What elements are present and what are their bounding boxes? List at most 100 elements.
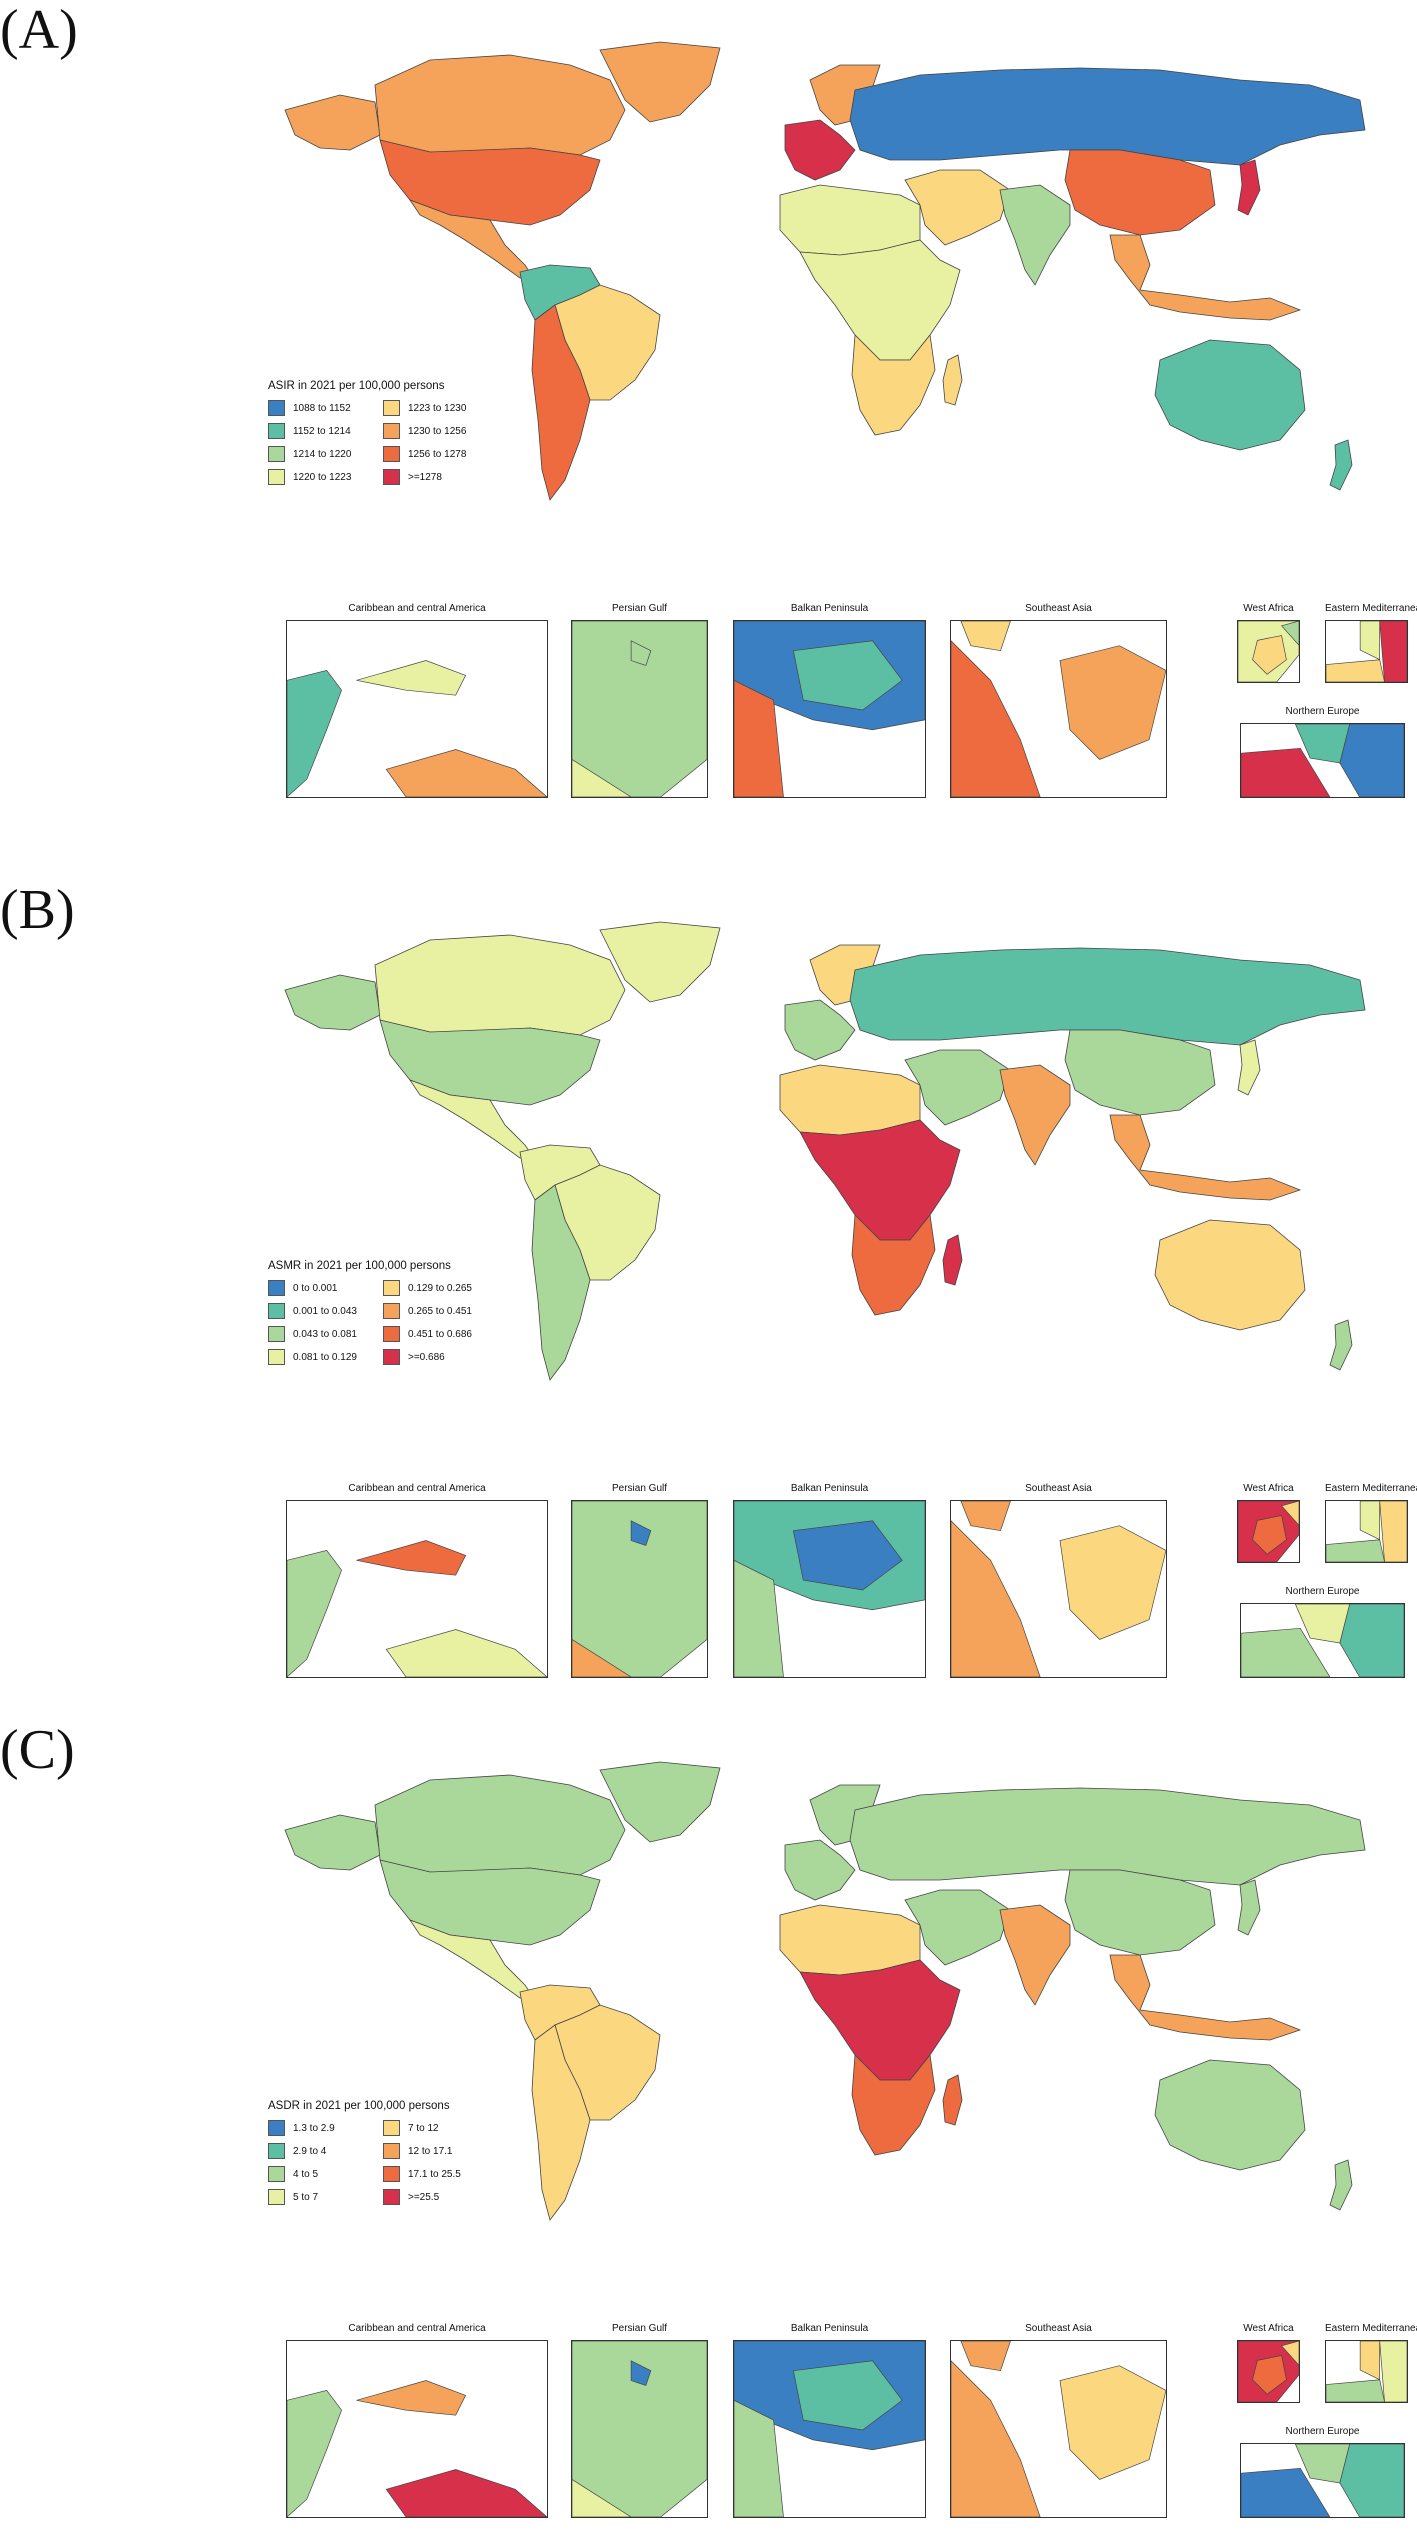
inset-region [1339,724,1404,797]
inset-region [287,2390,342,2517]
inset-map: Southeast Asia [950,1483,1167,1678]
legend-item: 17.1 to 25.5 [383,2166,498,2182]
legend-label: 1223 to 1230 [408,402,467,414]
inset-frame [1325,620,1408,683]
legend-swatch [383,1349,400,1365]
legend-item: 0.129 to 0.265 [383,1280,498,1296]
inset-region [572,621,707,797]
inset-region [960,1501,1011,1532]
panel-letter: (C) [0,1719,75,1781]
region-europe-west [784,119,856,181]
inset-map: Eastern Mediterranean [1325,1483,1417,1563]
inset-svg [287,2380,547,2517]
inset-map: Caribbean and central America [286,2323,548,2518]
inset-region [960,621,1011,652]
inset-region [1252,1515,1287,1555]
region-africa-central [799,1959,961,2081]
inset-frame [571,1500,708,1678]
region-russia [849,1787,1366,1886]
legend-item: >=1278 [383,469,498,485]
inset-region [1059,1525,1166,1640]
inset-svg [734,621,925,797]
legend-swatch [383,400,400,416]
inset-svg [1326,621,1407,682]
legend-label: 1220 to 1223 [293,471,352,483]
inset-map: Northern Europe [1240,706,1405,798]
inset-region [1280,621,1299,646]
inset-frame [286,2340,548,2518]
inset-region [1379,1501,1407,1562]
inset-title: Balkan Peninsula [790,1483,869,1494]
region-greenland [599,41,721,123]
inset-map: Persian Gulf [571,603,708,798]
region-india [999,1904,1071,2006]
legend-label: 1230 to 1256 [408,425,467,437]
inset-title: Caribbean and central America [348,1483,486,1494]
legend-swatch [383,1326,400,1342]
legend-item: 5 to 7 [268,2189,383,2205]
legend-item: 1220 to 1223 [268,469,383,485]
region-china [1064,149,1216,236]
inset-region [734,679,784,797]
world-map [284,41,1366,501]
legend-label: 1256 to 1278 [408,448,467,460]
legend-label: >=0.686 [408,1351,445,1363]
inset-frame [950,1500,1167,1678]
legend-grid: 1088 to 1152 1223 to 1230 1152 to 1214 1230… [268,400,498,485]
region-middle-east [904,169,1011,246]
legend-swatch [383,2166,400,2182]
region-madagascar [942,2074,963,2126]
legend-swatch [268,2189,285,2205]
inset-svg [572,621,707,797]
legend-item: >=0.686 [383,1349,498,1365]
inset-region [951,1520,1041,1677]
region-madagascar [942,354,963,406]
inset-region [287,1550,342,1677]
inset-region [385,1629,547,1677]
inset-frame [733,620,926,798]
inset-title: Persian Gulf [611,603,668,614]
inset-region [572,1501,707,1677]
legend-label: 17.1 to 25.5 [408,2168,461,2180]
region-australia [1154,1219,1306,1331]
region-canada [374,54,626,156]
legend-item: 1230 to 1256 [383,423,498,439]
inset-map: West Africa [1237,2323,1300,2403]
legend-label: 2.9 to 4 [293,2145,327,2157]
legend-item: 0.081 to 0.129 [268,1349,383,1365]
legend-item: 4 to 5 [268,2166,383,2182]
inset-frame [733,2340,926,2518]
inset-title: Eastern Mediterranean [1325,603,1417,614]
inset-region [630,1520,652,1546]
inset-svg [1241,2444,1404,2517]
inset-region [385,2469,547,2517]
map-legend: ASDR in 2021 per 100,000 persons 1.3 to 2… [268,2100,498,2205]
inset-title: Eastern Mediterranean [1325,2323,1417,2334]
legend-swatch [383,446,400,462]
inset-region [1339,1604,1404,1677]
region-madagascar [942,1234,963,1286]
inset-svg [1241,724,1404,797]
inset-svg [1238,621,1299,682]
inset-frame [1237,1500,1300,1563]
inset-svg [572,1501,707,1677]
legend-grid: 1.3 to 2.9 7 to 12 2.9 to 4 12 to 17.1 4 to … [268,2120,498,2205]
inset-frame [1237,620,1300,683]
inset-region [1252,2355,1287,2395]
world-map [284,921,1366,1381]
legend-label: 0.129 to 0.265 [408,1282,472,1294]
legend-item: 1256 to 1278 [383,446,498,462]
inset-frame [571,2340,708,2518]
inset-svg [951,621,1166,797]
legend-item: 0.265 to 0.451 [383,1303,498,1319]
legend-item: >=25.5 [383,2189,498,2205]
inset-region [734,1559,784,1677]
inset-region [792,1520,903,1591]
inset-title: West Africa [1243,2323,1294,2334]
inset-frame [286,620,548,798]
region-south-america-south [531,1184,591,1381]
map-panel: (B) ASMR in 2021 per 100,000 persons 0 to … [0,880,1417,1700]
inset-title: Persian Gulf [611,2323,668,2334]
legend-swatch [383,1303,400,1319]
legend-item: 1214 to 1220 [268,446,383,462]
